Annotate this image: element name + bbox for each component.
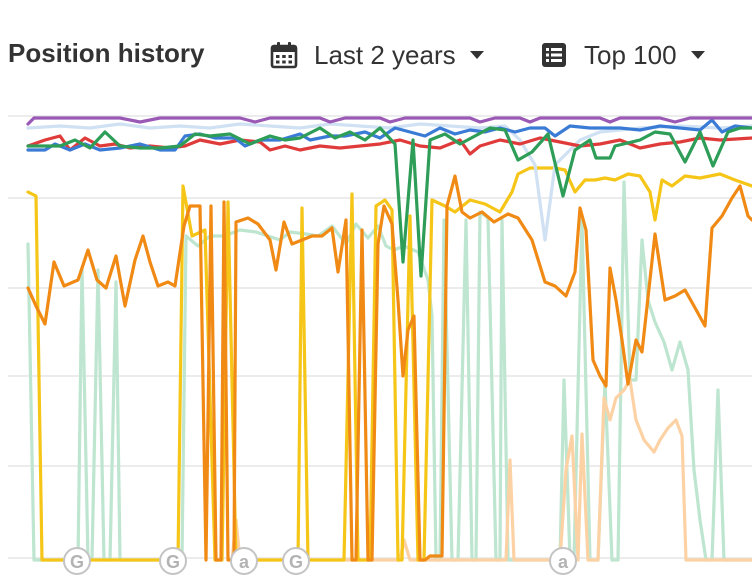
series-line <box>26 166 752 562</box>
date-range-dropdown[interactable]: Last 2 years <box>270 34 484 76</box>
chart-header: Position history Last 2 years Top 100 <box>0 0 752 100</box>
top-positions-label: Top 100 <box>584 39 677 70</box>
series-line <box>26 122 752 242</box>
date-range-label: Last 2 years <box>314 39 456 70</box>
ahrefs-update-marker-icon[interactable]: a <box>549 547 577 575</box>
series-line <box>26 118 752 152</box>
series-line <box>26 116 752 126</box>
chevron-down-icon <box>690 51 705 59</box>
update-marker-letter: G <box>70 552 84 572</box>
google-update-marker-icon[interactable]: G <box>159 547 187 575</box>
calendar-icon <box>270 42 298 69</box>
series-layer <box>26 116 752 562</box>
update-marker-letter: a <box>558 552 569 572</box>
ahrefs-update-marker-icon[interactable]: a <box>230 547 258 575</box>
google-update-marker-icon[interactable]: G <box>63 547 91 575</box>
update-marker-letter: G <box>166 552 180 572</box>
top-positions-dropdown[interactable]: Top 100 <box>540 34 705 76</box>
gridlines <box>8 115 752 559</box>
series-line <box>26 174 752 562</box>
update-marker-letter: G <box>289 552 303 572</box>
series-line <box>26 126 752 278</box>
list-icon <box>542 43 566 67</box>
page-title: Position history <box>8 38 205 68</box>
chevron-down-icon <box>469 51 484 59</box>
series-line <box>26 180 752 562</box>
update-marker-letter: a <box>239 552 250 572</box>
google-update-marker-icon[interactable]: G <box>282 547 310 575</box>
series-line <box>230 378 752 562</box>
